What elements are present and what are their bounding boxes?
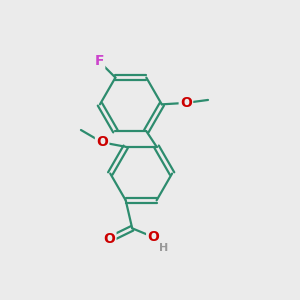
Text: O: O	[147, 230, 159, 244]
Text: F: F	[94, 54, 104, 68]
Text: H: H	[159, 243, 168, 253]
Text: O: O	[103, 232, 115, 247]
Text: O: O	[96, 135, 108, 149]
Text: O: O	[180, 96, 192, 110]
